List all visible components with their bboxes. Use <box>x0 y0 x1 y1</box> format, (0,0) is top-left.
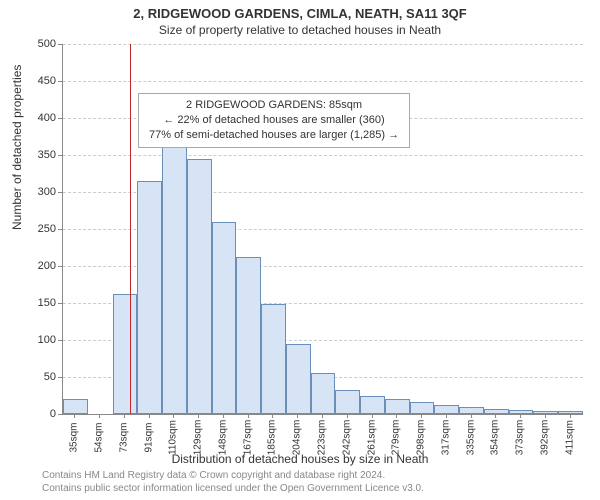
x-tick-mark <box>545 414 546 418</box>
marker-line <box>130 44 131 414</box>
x-tick-mark <box>347 414 348 418</box>
copyright-text: Contains HM Land Registry data © Crown c… <box>42 470 424 495</box>
info-line-3: 77% of semi-detached houses are larger (… <box>149 128 399 143</box>
histogram-bar <box>137 181 162 414</box>
histogram-bar <box>533 411 558 414</box>
x-tick-label: 242sqm <box>341 418 352 458</box>
chart-title: 2, RIDGEWOOD GARDENS, CIMLA, NEATH, SA11… <box>0 0 600 21</box>
x-tick-label: 223sqm <box>317 418 328 458</box>
x-tick-mark <box>520 414 521 418</box>
x-tick-label: 317sqm <box>440 418 451 458</box>
x-tick-label: 411sqm <box>564 418 575 458</box>
histogram-bar <box>162 134 187 414</box>
chart-container: 2, RIDGEWOOD GARDENS, CIMLA, NEATH, SA11… <box>0 0 600 500</box>
y-tick-mark <box>58 192 62 193</box>
y-tick-label: 350 <box>16 149 56 161</box>
x-tick-mark <box>74 414 75 418</box>
x-tick-mark <box>570 414 571 418</box>
x-tick-label: 148sqm <box>217 418 228 458</box>
x-tick-label: 373sqm <box>515 418 526 458</box>
y-tick-label: 100 <box>16 334 56 346</box>
chart-subtitle: Size of property relative to detached ho… <box>0 21 600 39</box>
x-tick-mark <box>297 414 298 418</box>
gridline <box>63 44 583 45</box>
y-tick-mark <box>58 118 62 119</box>
histogram-bar <box>335 390 360 414</box>
x-tick-label: 335sqm <box>465 418 476 458</box>
y-tick-mark <box>58 377 62 378</box>
y-axis-label: Number of detached properties <box>10 65 24 230</box>
x-tick-label: 185sqm <box>267 418 278 458</box>
copyright-line-1: Contains HM Land Registry data © Crown c… <box>42 470 424 483</box>
histogram-bar <box>385 399 410 414</box>
y-tick-label: 400 <box>16 112 56 124</box>
histogram-bar <box>434 405 459 414</box>
y-tick-label: 300 <box>16 186 56 198</box>
gridline <box>63 155 583 156</box>
histogram-bar <box>311 373 336 414</box>
x-tick-label: 167sqm <box>242 418 253 458</box>
y-tick-label: 450 <box>16 75 56 87</box>
y-tick-mark <box>58 340 62 341</box>
y-tick-label: 250 <box>16 223 56 235</box>
histogram-bar <box>212 222 237 414</box>
y-tick-label: 200 <box>16 260 56 272</box>
x-tick-mark <box>322 414 323 418</box>
histogram-bar <box>261 304 286 414</box>
x-tick-label: 354sqm <box>490 418 501 458</box>
gridline <box>63 81 583 82</box>
x-tick-mark <box>124 414 125 418</box>
y-tick-mark <box>58 229 62 230</box>
x-tick-mark <box>272 414 273 418</box>
y-tick-mark <box>58 155 62 156</box>
x-tick-label: 392sqm <box>539 418 550 458</box>
x-tick-label: 261sqm <box>366 418 377 458</box>
histogram-bar <box>360 396 385 415</box>
y-tick-mark <box>58 81 62 82</box>
histogram-bar <box>410 402 435 414</box>
x-tick-label: 73sqm <box>118 418 129 458</box>
histogram-bar <box>286 344 311 414</box>
x-tick-mark <box>223 414 224 418</box>
histogram-bar <box>187 159 212 414</box>
plot-area: 2 RIDGEWOOD GARDENS: 85sqm ← 22% of deta… <box>62 44 583 415</box>
x-tick-mark <box>446 414 447 418</box>
x-tick-label: 129sqm <box>193 418 204 458</box>
y-tick-label: 50 <box>16 371 56 383</box>
x-tick-mark <box>149 414 150 418</box>
info-line-1: 2 RIDGEWOOD GARDENS: 85sqm <box>149 98 399 113</box>
y-tick-label: 500 <box>16 38 56 50</box>
y-tick-label: 150 <box>16 297 56 309</box>
x-tick-label: 35sqm <box>69 418 80 458</box>
x-tick-label: 91sqm <box>143 418 154 458</box>
info-box: 2 RIDGEWOOD GARDENS: 85sqm ← 22% of deta… <box>138 93 410 148</box>
histogram-bar <box>113 294 138 414</box>
x-tick-label: 54sqm <box>94 418 105 458</box>
x-tick-mark <box>372 414 373 418</box>
x-tick-label: 279sqm <box>391 418 402 458</box>
y-tick-mark <box>58 266 62 267</box>
y-tick-mark <box>58 303 62 304</box>
y-tick-label: 0 <box>16 408 56 420</box>
histogram-bar <box>63 399 88 414</box>
x-tick-label: 298sqm <box>416 418 427 458</box>
copyright-line-2: Contains public sector information licen… <box>42 483 424 496</box>
x-tick-mark <box>396 414 397 418</box>
x-tick-mark <box>198 414 199 418</box>
y-tick-mark <box>58 414 62 415</box>
histogram-bar <box>236 257 261 414</box>
histogram-bar <box>558 411 583 414</box>
x-tick-label: 110sqm <box>168 418 179 458</box>
x-tick-mark <box>99 414 100 418</box>
y-tick-mark <box>58 44 62 45</box>
x-tick-label: 204sqm <box>292 418 303 458</box>
x-tick-mark <box>421 414 422 418</box>
histogram-bar <box>459 407 484 414</box>
x-tick-mark <box>248 414 249 418</box>
x-tick-mark <box>471 414 472 418</box>
info-line-2: ← 22% of detached houses are smaller (36… <box>149 113 399 128</box>
x-tick-mark <box>173 414 174 418</box>
x-tick-mark <box>495 414 496 418</box>
